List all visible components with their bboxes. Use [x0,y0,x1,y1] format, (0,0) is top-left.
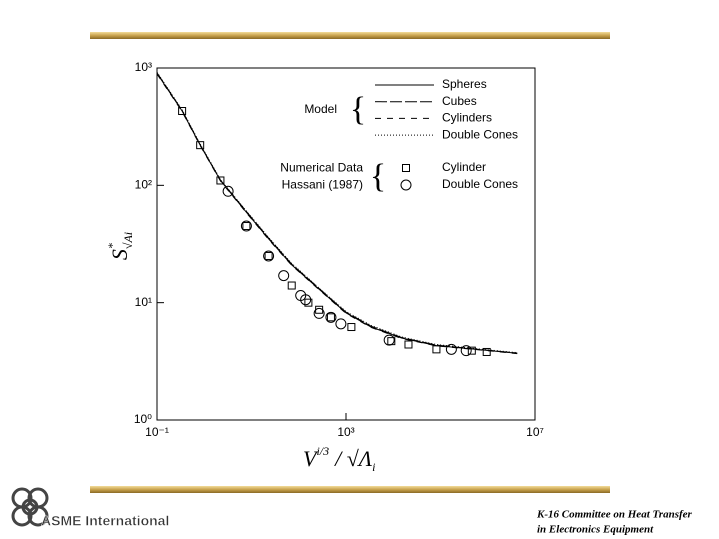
y-tick-label: 10¹ [135,295,152,309]
chart: 10⁻¹ 10³ 10⁷ 10⁰ 10¹ 10² 10³ S* √Ai Vi/3 / √Λi Sphe… [105,60,544,474]
circle-marker [325,311,337,323]
y-tick-label: 10² [135,178,152,192]
circle-marker [300,294,312,306]
circle-marker [383,334,395,346]
legend-label: Cylinder [442,160,486,174]
circle-marker [222,185,234,197]
legend-label: Spheres [442,77,487,91]
square-marker [347,323,356,332]
footer-note: K-16 Committee on Heat Transfer [536,509,693,521]
circle-marker [240,220,252,232]
circle-marker [335,318,347,330]
square-marker [482,347,491,356]
model-line [156,71,518,354]
square-marker [432,345,441,354]
circle-marker [445,343,457,355]
circle-marker [313,307,325,319]
x-tick-label: 10³ [337,425,354,439]
circle-marker [400,179,412,191]
square-marker [216,176,225,185]
circle-marker [460,345,472,357]
square-marker [287,281,296,290]
y-label-sup: * [105,243,119,249]
y-axis-label: S* √Ai [105,232,135,260]
square-marker [467,346,476,355]
logo-text: ASME International [41,513,169,529]
square-marker [304,298,313,307]
square-marker [326,313,335,322]
bottom-bar [90,486,610,493]
square-marker [404,340,413,349]
legend-brace: { [370,158,386,195]
legend-group-title: Hassani (1987) [282,178,363,192]
square-marker [315,305,324,314]
logo-mark [11,487,49,527]
x-tick-label: 10⁻¹ [145,425,169,439]
legend-group-title: Numerical Data [280,161,363,175]
top-bar [90,32,610,39]
square-marker [178,107,187,116]
circle-marker [263,250,275,262]
legend-label: Double Cones [442,127,518,141]
legend-brace: { [350,91,366,128]
footer-note: in Electronics Equipment [537,524,654,536]
square-marker [196,141,205,150]
legend-group-title: Model [304,102,337,116]
x-label-sup: i/3 [316,444,329,458]
circle-marker [278,270,290,282]
y-label-sub: √Ai [121,232,135,249]
y-tick-label: 10³ [135,60,152,74]
square-marker [242,222,251,231]
legend-label: Double Cones [442,177,518,191]
legend-label: Cylinders [442,111,492,125]
legend-label: Cubes [442,94,477,108]
y-tick-label: 10⁰ [134,412,152,426]
x-label-mid: / √Λ [333,446,373,471]
x-label-sub: i [372,460,375,474]
square-marker [402,164,410,172]
x-label-base: V [303,446,319,471]
square-marker [264,251,273,260]
x-tick-label: 10⁷ [526,425,544,439]
x-axis-label: Vi/3 / √Λi [303,444,375,474]
y-label-base: S [107,249,132,260]
model-line [156,73,518,355]
